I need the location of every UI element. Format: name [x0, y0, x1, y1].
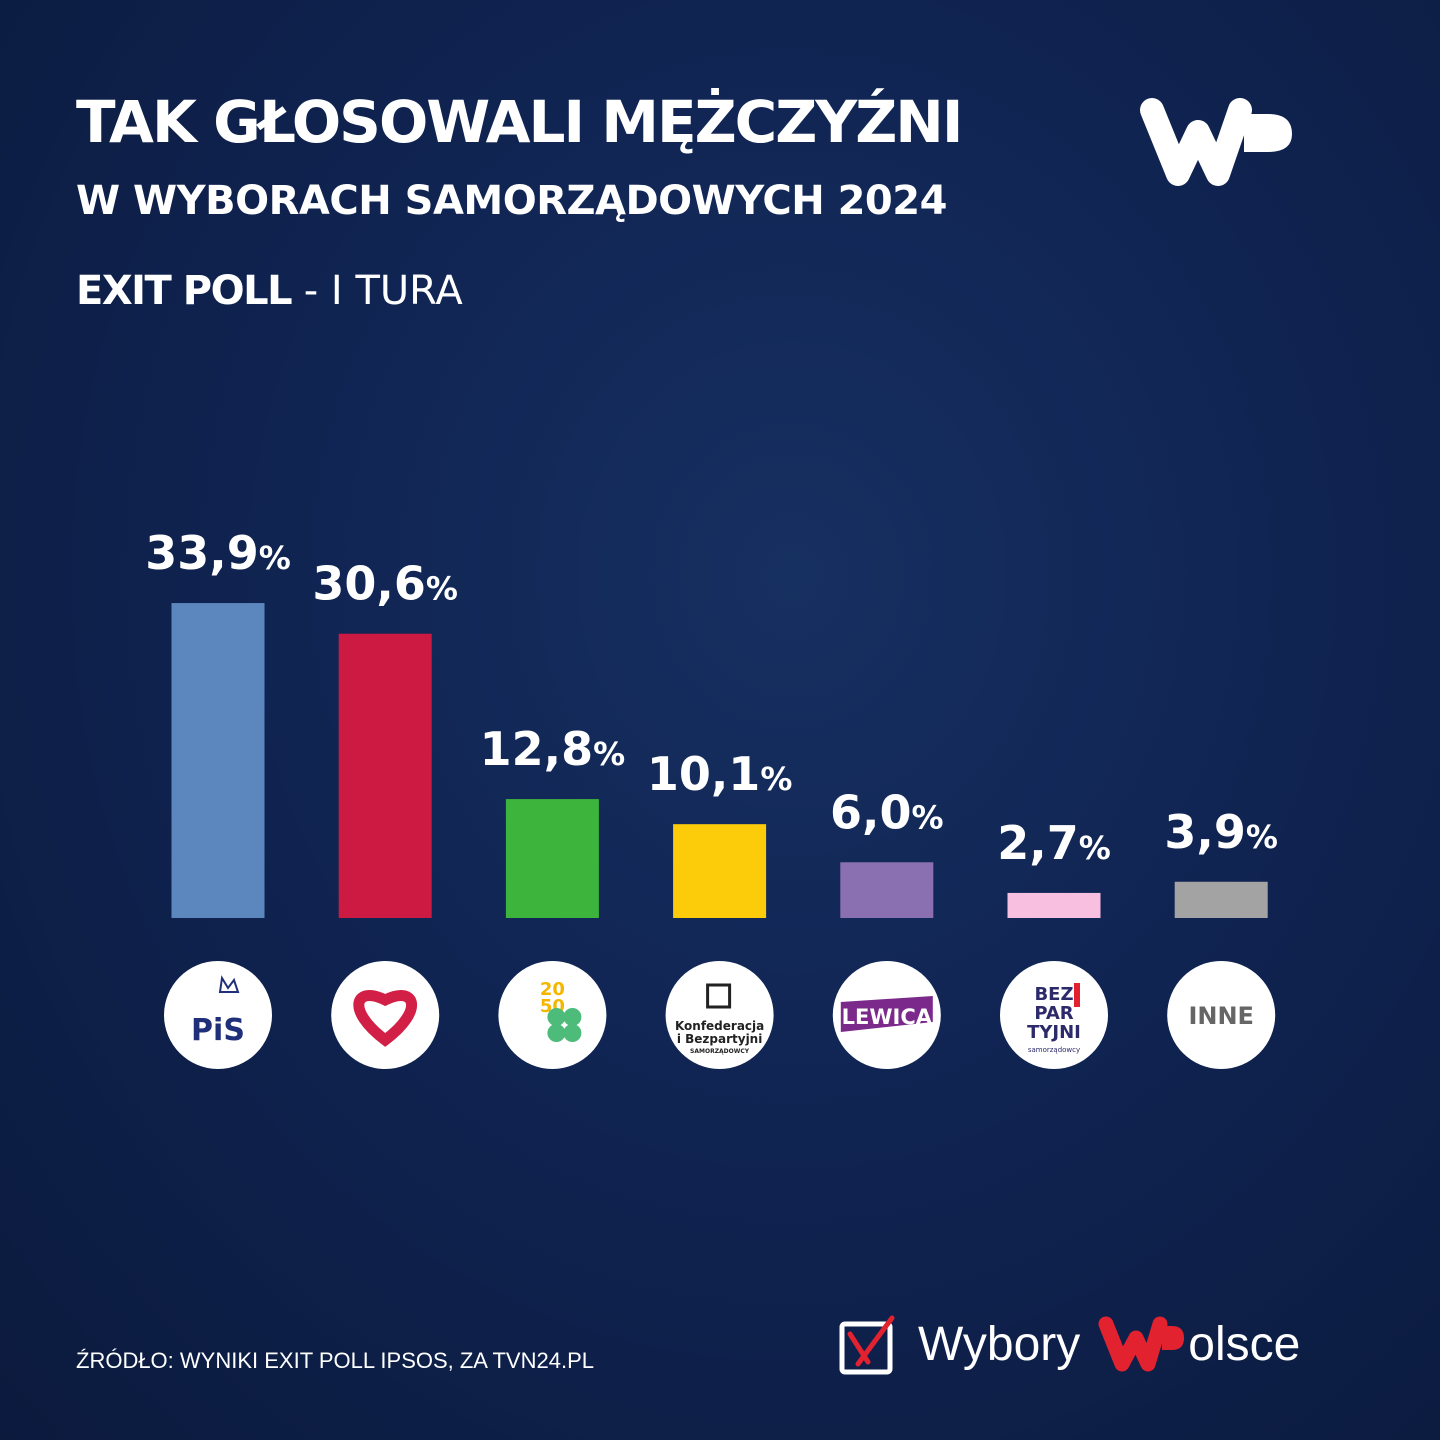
data-label: 33,9% — [145, 526, 291, 580]
bar-2 — [505, 799, 599, 918]
footer-brand: Wybory olsce — [838, 1312, 1300, 1376]
svg-text:20: 20 — [540, 979, 565, 1000]
svg-text:LEWICA: LEWICA — [842, 1005, 933, 1029]
bar-0 — [171, 603, 265, 918]
bar-6 — [1174, 881, 1268, 918]
data-label: 6,0% — [830, 785, 944, 839]
svg-text:BEZ: BEZ — [1034, 984, 1073, 1005]
data-label: 2,7% — [997, 816, 1111, 870]
svg-text:i Bezpartyjni: i Bezpartyjni — [677, 1032, 763, 1046]
party-logo-1 — [331, 961, 440, 1069]
data-label: 12,8% — [480, 722, 626, 776]
svg-text:TYJNI: TYJNI — [1027, 1022, 1081, 1043]
data-label: 10,1% — [647, 747, 793, 801]
wybory-text: Wybory — [918, 1317, 1081, 1371]
svg-text:PiS: PiS — [191, 1013, 245, 1048]
title: TAK GŁOSOWALI MĘŻCZYŹNI — [76, 88, 963, 156]
wp-logo-icon — [1140, 98, 1292, 186]
wp-red-logo-icon — [1098, 1316, 1185, 1372]
svg-text:PAR: PAR — [1034, 1003, 1073, 1024]
svg-text:samorządowcy: samorządowcy — [1028, 1046, 1080, 1054]
party-logo-6: INNE — [1167, 961, 1276, 1069]
data-label: 3,9% — [1164, 805, 1278, 859]
bar-1 — [338, 633, 432, 918]
party-logo-0: PiS — [164, 961, 272, 1069]
bar-3 — [673, 824, 767, 918]
data-label: 30,6% — [312, 557, 458, 611]
svg-text:INNE: INNE — [1188, 1002, 1254, 1030]
olsce-text: olsce — [1188, 1317, 1301, 1371]
ballot-check-icon — [839, 1315, 895, 1375]
svg-text:Konfederacja: Konfederacja — [675, 1019, 764, 1033]
svg-text:SAMORZĄDOWCY: SAMORZĄDOWCY — [690, 1048, 750, 1055]
bar-5 — [1007, 892, 1101, 918]
party-logo-4: LEWICA — [832, 961, 941, 1069]
bar-4 — [840, 862, 934, 918]
subtitle: W WYBORACH SAMORZĄDOWYCH 2024 — [76, 178, 947, 224]
poll-label: EXIT POLL - I TURA — [76, 268, 463, 314]
source-note: ŹRÓDŁO: WYNIKI EXIT POLL IPSOS, ZA TVN24… — [76, 1348, 594, 1373]
